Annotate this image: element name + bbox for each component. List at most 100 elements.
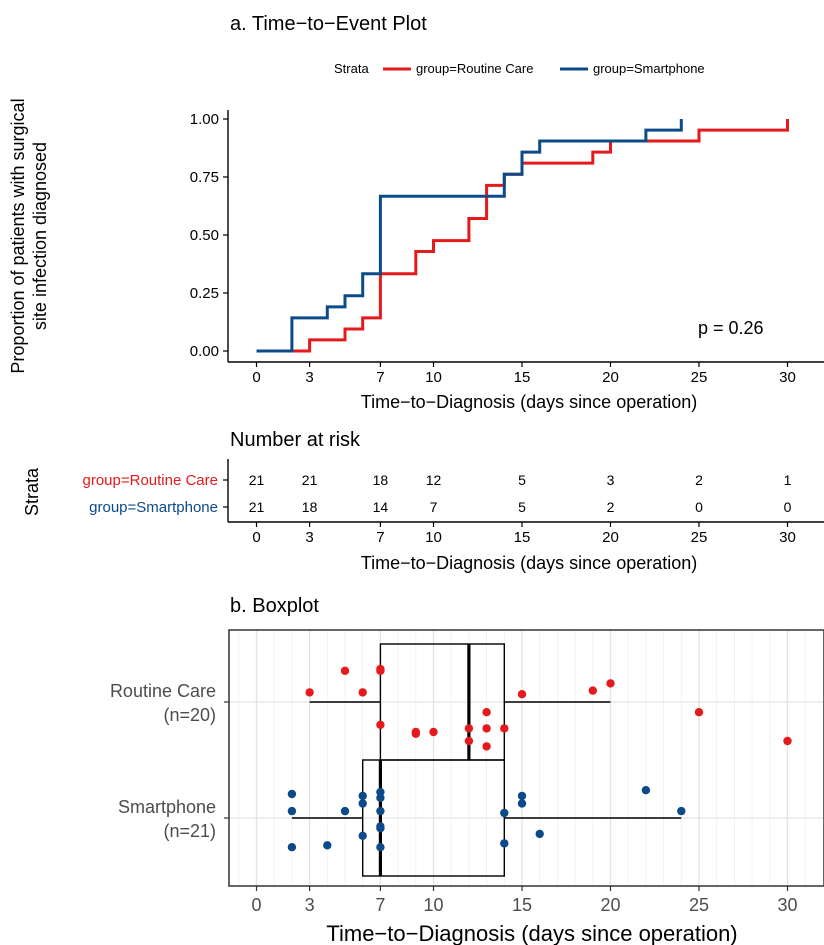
data-point <box>535 829 544 839</box>
km-x-tick-label: 15 <box>514 369 531 386</box>
data-point <box>464 736 474 746</box>
km-x-axis-title: Time−to−Diagnosis (days since operation) <box>361 392 698 412</box>
risk-count: 18 <box>302 499 318 515</box>
risk-count: 2 <box>695 472 703 488</box>
boxplot-smart <box>291 759 682 877</box>
data-point <box>464 724 474 733</box>
data-point <box>783 736 792 746</box>
box-x-tick-label: 3 <box>305 895 315 915</box>
data-point <box>376 666 385 675</box>
data-point <box>588 686 597 695</box>
risk-count: 2 <box>607 499 615 515</box>
box-label-smart-n: (n=21) <box>163 821 216 841</box>
data-point <box>500 808 509 818</box>
km-ylabel-line2: site infection diagnosed <box>30 142 50 330</box>
data-point <box>376 720 385 729</box>
box-title: b. Boxplot <box>230 595 319 617</box>
risk-count: 0 <box>695 499 703 515</box>
risk-x-tick-label: 0 <box>252 529 260 546</box>
data-point <box>287 806 297 816</box>
data-point <box>340 806 350 816</box>
risk-count: 21 <box>249 499 265 515</box>
km-p-value: p = 0.26 <box>698 318 764 338</box>
risk-strata-label: Strata <box>22 467 42 516</box>
risk-row-label-routine: group=Routine Care <box>82 472 218 489</box>
risk-x-tick-label: 15 <box>514 529 531 546</box>
data-point <box>376 806 385 816</box>
risk-x-tick-label: 20 <box>602 529 619 546</box>
risk-count: 5 <box>518 472 526 488</box>
km-y-tick-label: 0.50 <box>190 227 219 244</box>
data-point <box>358 688 367 697</box>
data-point <box>376 822 385 831</box>
legend-title: Strata <box>334 61 369 76</box>
data-point <box>517 690 527 699</box>
box-panel-border <box>228 629 824 887</box>
risk-count: 21 <box>249 472 265 488</box>
risk-x-tick-label: 7 <box>376 529 384 546</box>
box-x-axis: 0 3 7 10 15 20 25 30 <box>224 701 798 915</box>
data-point <box>411 729 420 738</box>
data-point <box>606 679 615 688</box>
box-panel: 0 3 7 10 15 20 25 30 <box>224 629 824 915</box>
data-point <box>429 727 438 737</box>
data-point <box>376 843 385 852</box>
risk-x-axis-title: Time−to−Diagnosis (days since operation) <box>361 553 698 573</box>
box-x-tick-label: 15 <box>512 895 532 915</box>
km-legend: Strata group=Routine Care group=Smartpho… <box>334 61 705 76</box>
data-point <box>340 666 350 675</box>
data-point <box>376 793 385 802</box>
data-point <box>517 799 527 808</box>
risk-x-tick-label: 10 <box>425 529 442 546</box>
km-title: a. Time−to−Event Plot <box>230 13 427 35</box>
risk-x-tick-label: 30 <box>779 529 796 546</box>
km-x-axis: 0 3 7 10 15 20 25 30 <box>228 361 824 386</box>
km-y-tick-label: 0.00 <box>190 343 219 360</box>
km-x-tick-label: 30 <box>779 369 796 386</box>
km-ylabel-line1: Proportion of patients with surgical <box>8 98 28 373</box>
data-point <box>358 791 367 801</box>
box-x-axis-title: Time−to−Diagnosis (days since operation) <box>326 921 737 945</box>
box-x-tick-label: 25 <box>689 895 709 915</box>
risk-table: 21 21 18 12 5 3 2 121 18 14 7 5 2 0 00 3 7 10 15 20 25 30 <box>223 459 824 546</box>
risk-count: 0 <box>784 499 792 515</box>
data-point <box>287 843 297 852</box>
box-x-tick-label: 7 <box>375 895 385 915</box>
box-x-tick-label: 10 <box>423 895 443 915</box>
data-point <box>358 831 367 840</box>
points-smart <box>287 786 686 852</box>
box-label-routine-n: (n=20) <box>163 705 216 725</box>
data-point <box>482 724 491 733</box>
data-point <box>482 708 491 717</box>
km-y-axis: 0.00 0.25 0.50 0.75 1.00 <box>190 110 229 362</box>
data-point <box>287 789 297 799</box>
data-point <box>358 799 367 808</box>
km-y-tick-label: 1.00 <box>190 111 219 128</box>
km-y-axis-title: Proportion of patients with surgical sit… <box>8 98 50 373</box>
risk-count: 21 <box>302 472 318 488</box>
data-point <box>500 724 509 733</box>
box-label-routine-name: Routine Care <box>110 681 216 701</box>
risk-count: 7 <box>430 499 438 515</box>
km-curve-smart <box>256 119 683 353</box>
data-point <box>517 791 527 801</box>
km-x-tick-label: 7 <box>376 369 384 386</box>
data-point <box>305 688 314 697</box>
risk-row-label-smart: group=Smartphone <box>89 499 218 516</box>
box-label-smart-name: Smartphone <box>118 797 216 817</box>
km-x-tick-label: 0 <box>252 369 260 386</box>
risk-count: 14 <box>373 499 389 515</box>
data-point <box>641 786 651 795</box>
risk-x-tick-label: 3 <box>305 529 313 546</box>
data-point <box>500 839 509 848</box>
risk-count: 12 <box>426 472 442 488</box>
legend-label-smart: group=Smartphone <box>593 61 705 76</box>
km-x-tick-label: 25 <box>691 369 708 386</box>
data-point <box>694 708 704 717</box>
box-x-tick-label: 0 <box>251 895 261 915</box>
km-x-tick-label: 10 <box>425 369 442 386</box>
box-x-tick-label: 20 <box>600 895 620 915</box>
km-x-tick-label: 3 <box>305 369 313 386</box>
points-routine <box>305 664 792 751</box>
